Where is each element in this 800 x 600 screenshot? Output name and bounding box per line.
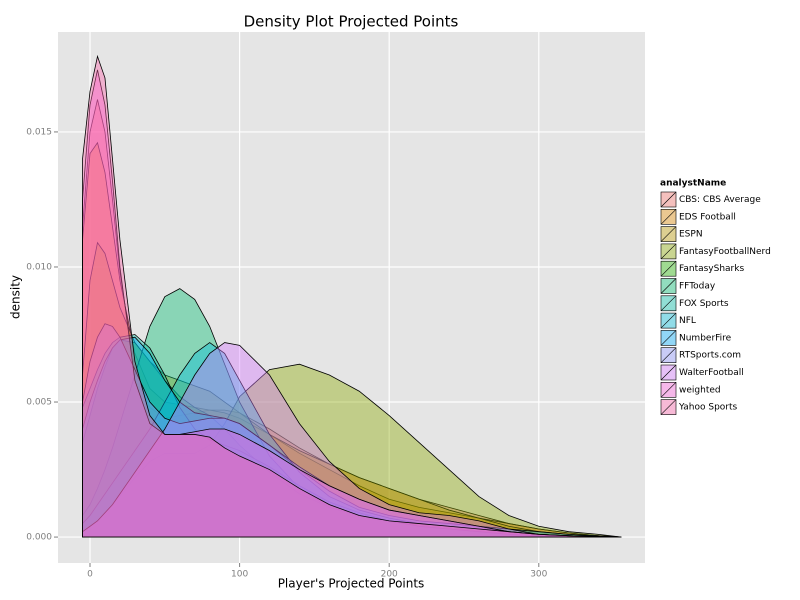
x-axis-title: Player's Projected Points [278,577,425,591]
y-tick-label: 0.005 [26,398,52,408]
legend-label: weighted [679,385,721,395]
legend-title: analystName [660,179,726,189]
legend-key-slash [660,278,677,294]
x-tick-label: 0 [87,570,93,580]
legend-key-slash [660,382,677,398]
legend-key-slash [660,295,677,312]
legend-label: CBS: CBS Average [679,195,761,205]
legend-key-slash [660,399,677,415]
legend-label: NFL [679,316,696,326]
density-area [82,54,622,538]
legend-key-slash [660,312,677,329]
legend-key-slash [660,364,677,381]
chart-title: Density Plot Projected Points [244,13,459,31]
legend-key-slash [660,347,677,363]
y-axis-title: density [9,275,23,319]
density-area [82,334,622,538]
legend-label: EDS Football [679,212,736,222]
y-tick-label: 0.000 [26,533,52,543]
legend-label: NumberFire [679,333,732,343]
legend-key-slash [660,226,677,242]
y-tick-label: 0.015 [26,127,52,137]
legend-label: RTSports.com [679,351,741,361]
legend-label: FantasyFootballNerd [679,247,771,257]
legend-label: FFToday [679,282,716,292]
legend-label: FantasySharks [679,264,744,274]
legend-key-slash [660,209,677,225]
legend-key-slash [660,260,677,277]
legend-key-slash [660,191,677,208]
x-tick-label: 300 [530,570,547,580]
y-tick-label: 0.010 [26,262,52,272]
density-area [82,141,622,538]
x-tick-label: 100 [231,570,248,580]
legend-key-slash [660,243,677,260]
legend-label: Yahoo Sports [678,403,738,413]
x-tick-label: 200 [381,570,398,580]
legend-key-slash [660,330,677,346]
legend-label: FOX Sports [679,299,729,309]
legend-label: ESPN [679,230,703,240]
legend-label: WalterFootball [679,368,744,378]
